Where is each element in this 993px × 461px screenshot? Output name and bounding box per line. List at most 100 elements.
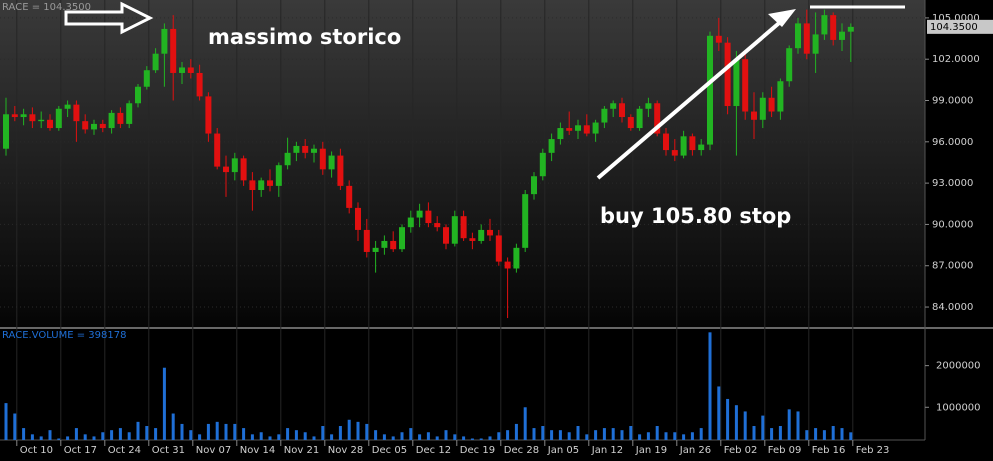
candle-body: [108, 112, 115, 129]
y-tick-label: 90.0000: [932, 219, 973, 230]
volume-bar: [74, 428, 78, 440]
volume-bar: [646, 432, 650, 440]
volume-bar: [488, 436, 492, 440]
y-tick-label: 102.0000: [932, 54, 980, 65]
volume-bar: [198, 434, 202, 440]
volume-bar: [532, 428, 536, 440]
volume-bar: [294, 430, 298, 440]
candle-body: [319, 148, 326, 170]
annotation: massimo storico: [208, 25, 401, 49]
candle-body: [566, 128, 573, 131]
candle-body: [680, 136, 687, 156]
candle-body: [3, 114, 9, 149]
candle-body: [434, 223, 441, 228]
volume-bar: [655, 426, 659, 440]
volume-bar: [770, 428, 774, 440]
candle-body: [214, 133, 221, 167]
candle-body: [64, 104, 71, 109]
volume-bar: [506, 430, 510, 440]
candle-body: [293, 145, 300, 153]
volume-bar: [638, 434, 642, 440]
volume-bar: [391, 436, 395, 440]
volume-bar: [374, 430, 378, 440]
candle-body: [663, 133, 669, 151]
volume-bar: [277, 434, 281, 440]
volume-bar: [48, 430, 52, 440]
chart-title: RACE = 104.3500: [2, 2, 91, 13]
volume-bar: [145, 426, 149, 440]
volume-bar: [57, 438, 61, 440]
volume-bar: [127, 432, 131, 440]
volume-bar: [303, 432, 307, 440]
volume-bar: [206, 423, 210, 440]
volume-bar: [726, 398, 730, 440]
x-tick-label: Feb 23: [856, 445, 890, 456]
candle-body: [487, 229, 493, 236]
candle-body: [443, 227, 449, 244]
volume-bar: [136, 421, 140, 440]
candle-body: [495, 235, 502, 262]
volume-bar: [66, 436, 70, 440]
candle-body: [302, 145, 309, 153]
candle-body: [539, 152, 546, 177]
volume-bar: [312, 436, 316, 440]
candle-body: [126, 103, 133, 124]
candle-body: [20, 114, 27, 118]
candle-body: [55, 108, 62, 129]
candle-body: [117, 112, 124, 124]
candle-body: [627, 117, 634, 129]
candle-body: [346, 185, 353, 208]
volume-bar: [286, 428, 290, 440]
candle-body: [179, 67, 185, 73]
candle-body: [161, 28, 168, 54]
y-tick-label: 105.0000: [932, 13, 980, 24]
candle-body: [267, 180, 273, 186]
candle-body: [416, 210, 423, 218]
candle-body: [715, 35, 722, 43]
candle-body: [513, 247, 520, 269]
candle-body: [240, 158, 247, 181]
candle-body: [610, 103, 617, 109]
x-tick-label: Nov 28: [328, 445, 363, 456]
candle-body: [187, 67, 194, 73]
last-price-label: 104.3500: [930, 22, 978, 33]
volume-bar: [39, 436, 43, 440]
last-price-box: [927, 19, 993, 34]
candle-body: [645, 103, 652, 109]
candle-body: [707, 35, 713, 145]
volume-bar: [620, 430, 624, 440]
volume-bar: [92, 436, 96, 440]
candle-body: [478, 229, 485, 241]
volume-bar: [470, 438, 474, 440]
candle-body: [407, 217, 414, 228]
volume-bar: [250, 434, 254, 440]
candle-body: [821, 15, 828, 35]
candle-body: [73, 104, 80, 122]
arrow: [596, 16, 787, 180]
volume-bar: [699, 428, 703, 440]
candle-body: [425, 210, 432, 224]
candle-body: [733, 59, 740, 107]
volume-bar: [400, 432, 404, 440]
y-tick-label: 1000000: [936, 402, 981, 413]
candle-body: [768, 97, 775, 112]
x-tick-label: Jan 12: [591, 445, 623, 456]
candle-body: [170, 28, 177, 73]
candle-body: [742, 59, 749, 112]
volume-bar: [338, 426, 342, 440]
candle-body: [522, 194, 529, 248]
candle-body: [152, 53, 159, 71]
volume-bar: [567, 432, 571, 440]
volume-title: RACE.VOLUME = 398178: [2, 330, 126, 341]
volume-bar: [409, 428, 413, 440]
candle-body: [451, 216, 458, 244]
candle-body: [504, 261, 511, 269]
volume-bar: [171, 413, 175, 440]
x-tick-label: Dec 28: [504, 445, 539, 456]
volume-bar: [664, 432, 668, 440]
candle-body: [689, 136, 696, 151]
candle-body: [82, 121, 89, 130]
volume-bar: [805, 430, 809, 440]
volume-bar: [462, 436, 466, 440]
